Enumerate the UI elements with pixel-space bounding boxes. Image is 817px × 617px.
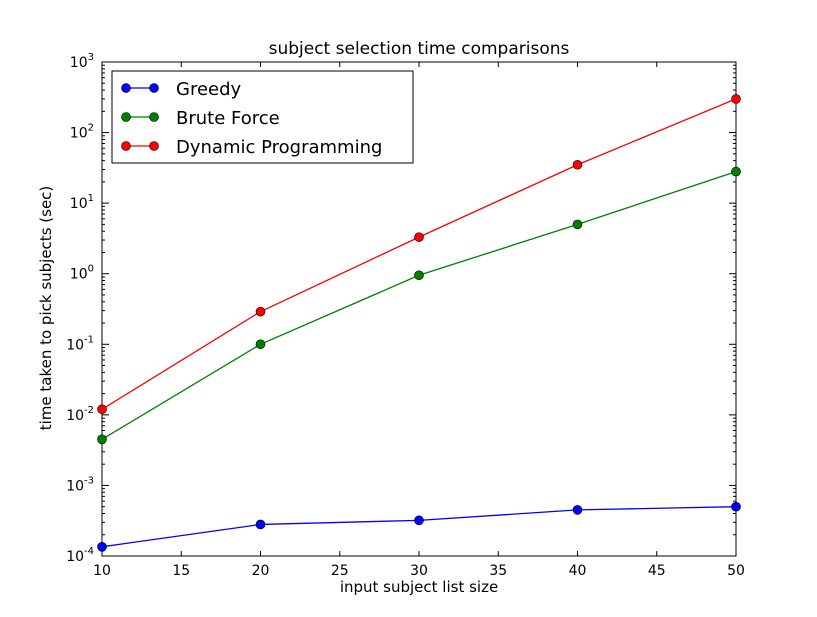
data-point-brute-force	[255, 339, 266, 350]
legend-label-brute-force: Brute Force	[176, 108, 280, 129]
plot-area: 10 15 20 25 30 35 40 45 50 10-4 10-3 10-2 10-1 100 101…	[66, 52, 745, 579]
data-point-greedy	[572, 505, 583, 515]
y-axis-label: time taken to pick subjects (sec)	[37, 186, 55, 431]
data-point-brute-force	[97, 434, 107, 445]
y-tick-label: 10-3	[66, 475, 94, 494]
chart-title: subject selection time comparisons	[269, 39, 570, 59]
legend-marker-greedy	[121, 83, 131, 93]
legend-marker-brute-force	[149, 112, 159, 122]
data-point-greedy	[255, 519, 266, 530]
data-point-dynamic-programming	[255, 306, 266, 317]
y-tick-label: 102	[70, 123, 94, 142]
y-tick-label: 103	[70, 52, 94, 71]
data-point-dynamic-programming	[731, 94, 741, 104]
data-point-greedy	[414, 515, 424, 526]
legend-label-greedy: Greedy	[176, 79, 242, 100]
legend-marker-brute-force	[121, 112, 131, 122]
y-tick-label: 10-1	[66, 334, 94, 353]
data-point-greedy	[97, 542, 107, 552]
data-point-greedy	[731, 501, 741, 512]
legend-label-dynamic-programming: Dynamic Programming	[176, 137, 382, 158]
x-tick-label: 20	[252, 563, 270, 579]
x-tick-label: 25	[331, 563, 349, 579]
data-point-dynamic-programming	[97, 404, 107, 415]
data-point-dynamic-programming	[414, 232, 424, 242]
y-tick-label: 101	[70, 193, 94, 212]
y-tick-label: 100	[70, 264, 94, 283]
x-tick-label: 35	[489, 563, 507, 579]
y-tick-label: 10-4	[66, 546, 94, 565]
x-tick-label: 50	[727, 563, 745, 579]
legend-marker-dynamic-programming	[149, 141, 159, 151]
data-point-brute-force	[414, 270, 424, 281]
series-line-brute-force	[101, 170, 737, 440]
x-axis-label: input subject list size	[340, 578, 498, 596]
data-point-brute-force	[572, 219, 583, 230]
series-line-greedy	[101, 506, 737, 548]
x-tick-label: 40	[569, 563, 587, 579]
data-point-brute-force	[731, 166, 741, 177]
x-tick-label: 10	[93, 563, 111, 579]
x-tick-label: 30	[410, 563, 428, 579]
legend-box	[111, 70, 414, 164]
legend: Greedy Brute Force Dynamic Programming	[111, 70, 414, 164]
x-tick-label: 45	[648, 563, 666, 579]
x-tick-label: 15	[172, 563, 190, 579]
data-point-dynamic-programming	[572, 159, 583, 170]
legend-marker-dynamic-programming	[121, 141, 131, 151]
y-tick-label: 10-2	[66, 405, 94, 424]
legend-marker-greedy	[149, 83, 159, 93]
